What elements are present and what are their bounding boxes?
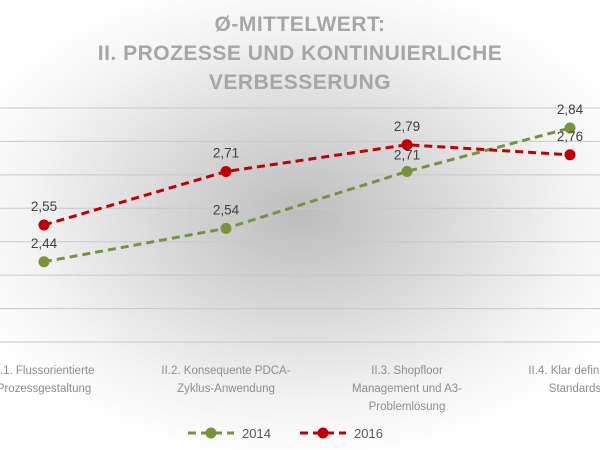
x-tick-label: Standards	[549, 383, 600, 395]
data-label-2016: 2,76	[557, 129, 583, 144]
x-tick-label: II.4. Klar definierte	[528, 365, 600, 377]
series-line-2014	[43, 126, 571, 264]
data-label-2016: 2,55	[31, 199, 57, 214]
data-label-2016: 2,79	[394, 119, 420, 134]
x-tick-label: Management und A3-	[352, 383, 462, 395]
chart-title: Ø-MITTELWERT: II. PROZESSE UND KONTINUIE…	[0, 10, 600, 97]
data-label-2016: 2,71	[213, 146, 239, 161]
chart-title-line-3: VERBESSERUNG	[208, 71, 392, 94]
x-tick-label: II.3. Shopfloor	[371, 365, 443, 377]
x-tick-label: II.1. Flussorientierte	[0, 365, 94, 377]
data-point-2016	[401, 139, 413, 151]
data-label-2014: 2,54	[213, 202, 240, 217]
legend-label-2016: 2016	[354, 426, 383, 441]
x-tick-label: II.2. Konsequente PDCA-	[161, 365, 290, 377]
data-label-2014: 2,71	[394, 148, 420, 163]
chart-title-line-2: II. PROZESSE UND KONTINUIERLICHE	[97, 42, 503, 65]
series-line-2016	[43, 143, 571, 227]
data-point-2014	[220, 222, 232, 234]
data-point-2014	[38, 256, 50, 268]
legend-marker-2014	[205, 427, 217, 439]
data-point-2014	[564, 122, 576, 134]
x-tick-label: Problemlösung	[369, 401, 446, 413]
legend-marker-2016	[317, 427, 329, 439]
legend-label-2014: 2014	[242, 426, 271, 441]
data-point-2016	[38, 219, 50, 231]
data-label-2014: 2,44	[31, 236, 58, 251]
data-label-2014: 2,84	[557, 102, 584, 117]
data-point-2016	[564, 149, 576, 161]
data-point-2014	[401, 166, 413, 178]
x-tick-label: Zyklus-Anwendung	[177, 383, 275, 395]
data-point-2016	[220, 166, 232, 178]
chart-title-line-1: Ø-MITTELWERT:	[214, 13, 386, 36]
x-tick-label: Prozessgestaltung	[0, 383, 91, 395]
